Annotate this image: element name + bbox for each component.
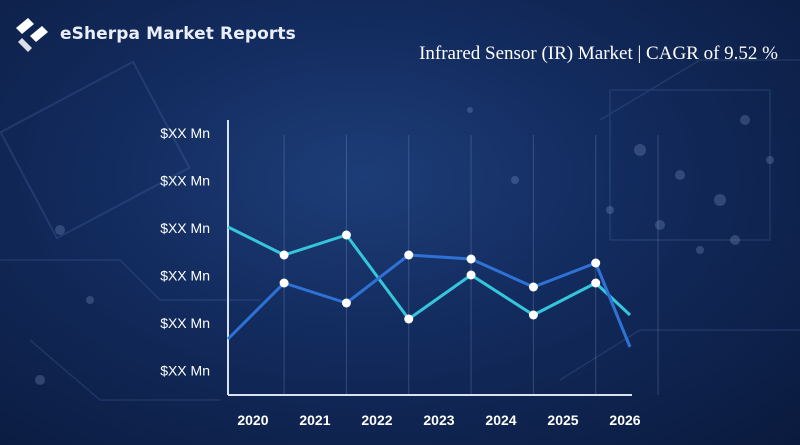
y-tick-labels: $XX Mn $XX Mn $XX Mn $XX Mn $XX Mn $XX Mn	[160, 125, 210, 379]
x-tick-label: 2026	[609, 412, 640, 428]
y-tick-label: $XX Mn	[160, 315, 210, 331]
data-point	[404, 314, 414, 324]
y-tick-label: $XX Mn	[160, 363, 210, 379]
data-markers	[279, 230, 601, 324]
axes	[227, 120, 632, 396]
x-tick-label: 2021	[299, 412, 330, 428]
data-point	[341, 298, 351, 308]
series-line-1	[227, 225, 632, 321]
brand-logo[interactable]: eSherpa Market Reports	[10, 14, 296, 54]
data-point	[528, 310, 538, 320]
data-point	[341, 230, 351, 240]
series-lines	[226, 225, 632, 348]
gridlines	[283, 135, 659, 395]
esherpa-logo-icon	[16, 18, 48, 52]
x-tick-label: 2022	[361, 412, 392, 428]
data-point	[404, 250, 414, 260]
data-point	[466, 270, 476, 280]
series-line-2	[226, 253, 632, 348]
data-point	[466, 254, 476, 264]
y-tick-label: $XX Mn	[160, 125, 210, 141]
y-tick-label: $XX Mn	[160, 173, 210, 189]
x-tick-label: 2025	[547, 412, 578, 428]
data-point	[279, 250, 289, 260]
data-point	[279, 278, 289, 288]
x-tick-label: 2024	[485, 412, 516, 428]
x-tick-label: 2020	[237, 412, 268, 428]
y-tick-label: $XX Mn	[160, 220, 210, 236]
x-tick-label: 2023	[423, 412, 454, 428]
data-point	[528, 282, 538, 292]
data-point	[591, 258, 601, 268]
data-point	[591, 278, 601, 288]
y-tick-label: $XX Mn	[160, 268, 210, 284]
chart-title: Infrared Sensor (IR) Market | CAGR of 9.…	[419, 43, 778, 64]
brand-name: eSherpa Market Reports	[60, 24, 296, 44]
x-tick-labels: 2020 2021 2022 2023 2024 2025 2026	[237, 412, 640, 428]
